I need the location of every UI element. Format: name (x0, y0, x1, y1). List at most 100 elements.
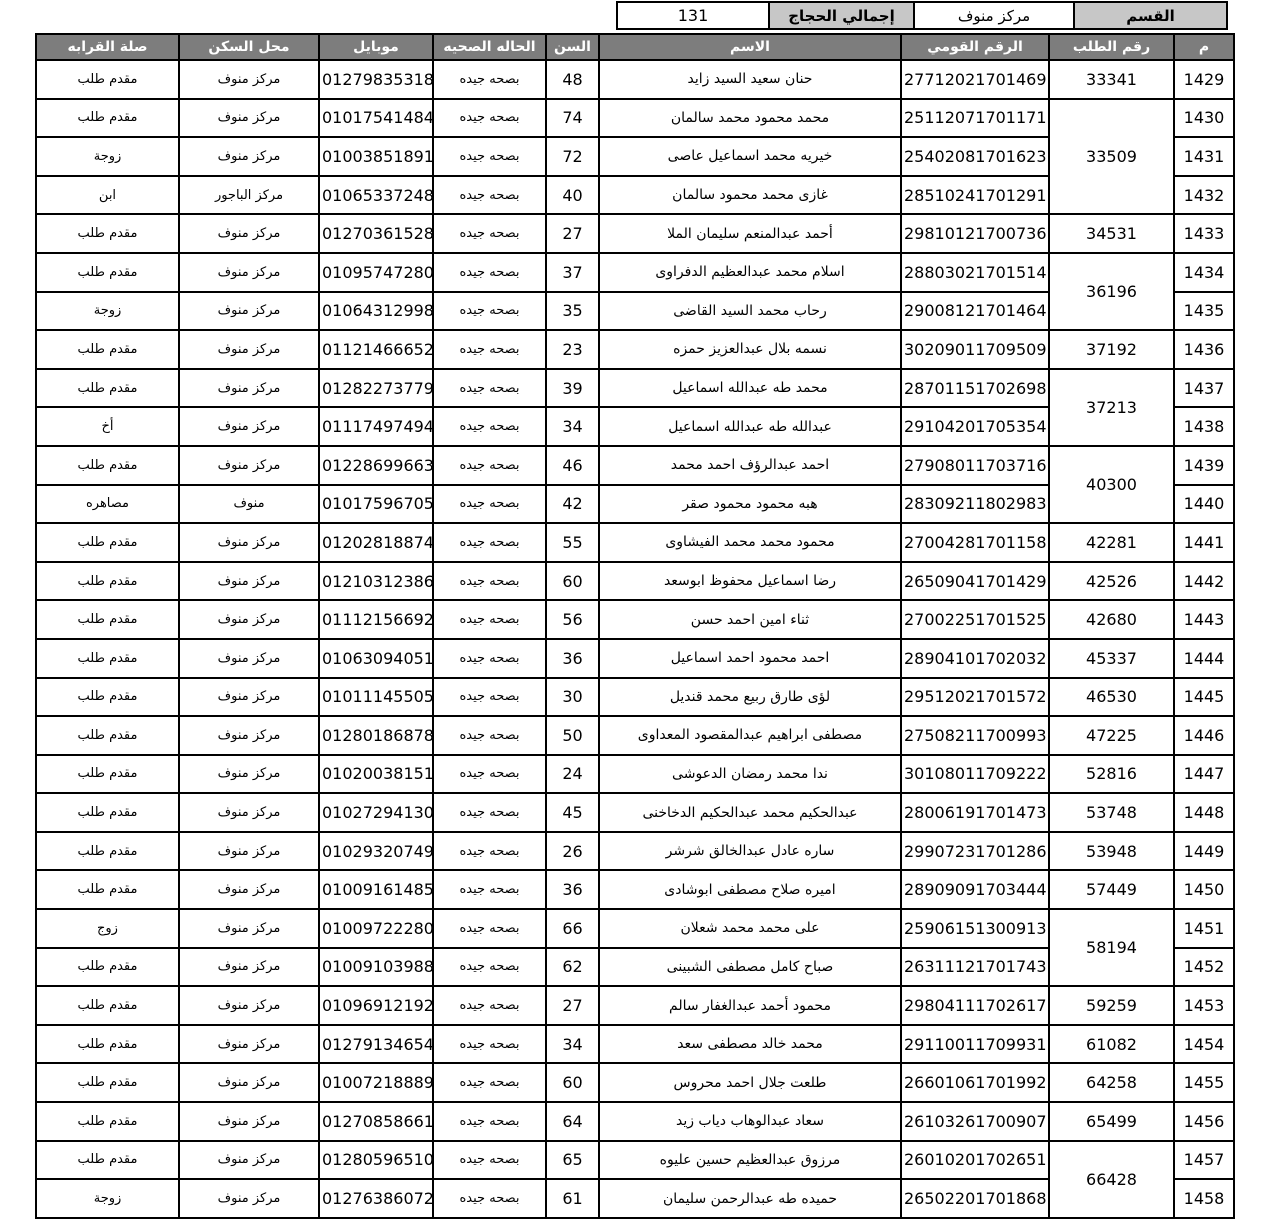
table-row: 1434 36196 28803021701514 اسلام محمد عبدالع… (35, 251, 1235, 332)
name-cell: اميره صلاح مصطفى ابوشادى (598, 869, 902, 911)
relation-cell: مقدم طلب (35, 560, 180, 602)
relation-cell: مقدم طلب (35, 715, 180, 756)
name-cell: حميده طه عبدالرحمن سليمان (598, 1178, 902, 1219)
national-id-cell: 27908011703716 (900, 444, 1050, 486)
table-row: 1444 45337 28904101702032 احمد محمود احمد ا… (35, 637, 1235, 679)
col-header-relation: صلة القرابه (35, 33, 180, 61)
table-row: 1451 58194 25906151300913 على محمد محمد شعل… (35, 908, 1235, 988)
age-cell: 37 (545, 251, 600, 293)
name-cell: صباح كامل مصطفى الشبينى (598, 946, 902, 988)
name-cell: ساره عادل عبدالخالق شرشر (598, 830, 902, 872)
request-no-cell: 61082 (1048, 1023, 1175, 1065)
table-row: 1456 65499 26103261700907 سعاد عبدالوهاب دي… (35, 1101, 1235, 1142)
request-no-cell: 37213 (1048, 367, 1175, 447)
age-cell: 34 (545, 406, 600, 447)
residence-cell: مركز منوف (178, 676, 320, 718)
relation-cell: مقدم طلب (35, 830, 180, 872)
health-cell: بصحه جيده (432, 1139, 547, 1181)
table-row: 1440 28309211802983 هبه محمود محمود صقر 42 ب… (35, 483, 1235, 525)
relation-cell: زوجة (35, 1178, 180, 1219)
mobile-cell: 01270858661 (318, 1101, 434, 1142)
request-no-cell: 47225 (1048, 715, 1175, 756)
relation-cell: مصاهره (35, 483, 180, 525)
national-id-cell: 26103261700907 (900, 1101, 1050, 1142)
health-cell: بصحه جيده (432, 174, 547, 216)
serial-cell: 1437 (1173, 367, 1235, 409)
serial-cell: 1457 (1173, 1139, 1235, 1181)
national-id-cell: 29512021701572 (900, 676, 1050, 718)
request-no-cell: 34531 (1048, 213, 1175, 254)
mobile-cell: 01003851891 (318, 136, 434, 177)
serial-cell: 1433 (1173, 213, 1235, 254)
mobile-cell: 01280186878 (318, 715, 434, 756)
relation-cell: مقدم طلب (35, 251, 180, 293)
relation-cell: مقدم طلب (35, 522, 180, 563)
table-row: 1439 40300 27908011703716 احمد عبدالرؤف احم… (35, 444, 1235, 525)
table-row: 1458 26502201701868 حميده طه عبدالرحمن سلي… (35, 1178, 1235, 1219)
mobile-cell: 01280596510 (318, 1139, 434, 1181)
health-cell: بصحه جيده (432, 406, 547, 447)
age-cell: 36 (545, 869, 600, 911)
name-cell: طلعت جلال احمد محروس (598, 1062, 902, 1104)
residence-cell: مركز منوف (178, 522, 320, 563)
mobile-cell: 01017541484 (318, 97, 434, 139)
relation-cell: زوجة (35, 136, 180, 177)
age-cell: 65 (545, 1139, 600, 1181)
serial-cell: 1429 (1173, 59, 1235, 100)
residence-cell: مركز منوف (178, 329, 320, 370)
name-cell: مصطفى ابراهيم عبدالمقصود المعداوى (598, 715, 902, 756)
residence-cell: مركز منوف (178, 560, 320, 602)
col-header-mobile: موبايل (318, 33, 434, 61)
mobile-cell: 01027294130 (318, 792, 434, 833)
request-no-cell: 33509 (1048, 97, 1175, 216)
national-id-cell: 28909091703444 (900, 869, 1050, 911)
national-id-cell: 28006191701473 (900, 792, 1050, 833)
relation-cell: زوجة (35, 290, 180, 332)
mobile-cell: 01117497494 (318, 406, 434, 447)
national-id-cell: 27004281701158 (900, 522, 1050, 563)
relation-cell: مقدم طلب (35, 213, 180, 254)
table-row: 1446 47225 27508211700993 مصطفى ابراهيم عبد… (35, 715, 1235, 756)
age-cell: 23 (545, 329, 600, 370)
mobile-cell: 01064312998 (318, 290, 434, 332)
col-header-national-id: الرقم القومي (900, 33, 1050, 61)
national-id-cell: 26311121701743 (900, 946, 1050, 988)
table-row: 1448 53748 28006191701473 عبدالحكيم محمد عب… (35, 792, 1235, 833)
age-cell: 50 (545, 715, 600, 756)
health-cell: بصحه جيده (432, 59, 547, 100)
age-cell: 62 (545, 946, 600, 988)
age-cell: 61 (545, 1178, 600, 1219)
request-no-cell: 33341 (1048, 59, 1175, 100)
residence-cell: مركز منوف (178, 444, 320, 486)
total-pilgrims-value: 131 (616, 1, 770, 30)
table-row: 1443 42680 27002251701525 ثناء امين احمد حس… (35, 599, 1235, 640)
residence-cell: مركز منوف (178, 1062, 320, 1104)
mobile-cell: 01282273779 (318, 367, 434, 409)
mobile-cell: 01202818874 (318, 522, 434, 563)
name-cell: احمد محمود احمد اسماعيل (598, 637, 902, 679)
table-row: 1433 34531 29810121700736 أحمد عبدالمنعم سل… (35, 213, 1235, 254)
table-row: 1452 26311121701743 صباح كامل مصطفى الشبين… (35, 946, 1235, 988)
relation-cell: مقدم طلب (35, 1139, 180, 1181)
age-cell: 64 (545, 1101, 600, 1142)
mobile-cell: 01009161485 (318, 869, 434, 911)
relation-cell: مقدم طلب (35, 637, 180, 679)
table-row: 1435 29008121701464 رحاب محمد السيد القاضى… (35, 290, 1235, 332)
table-row: 1432 28510241701291 غازى محمد محمود سالمان… (35, 174, 1235, 216)
mobile-cell: 01065337248 (318, 174, 434, 216)
name-cell: مرزوق عبدالعظيم حسين عليوه (598, 1139, 902, 1181)
request-no-cell: 58194 (1048, 908, 1175, 988)
national-id-cell: 26601061701992 (900, 1062, 1050, 1104)
health-cell: بصحه جيده (432, 908, 547, 949)
national-id-cell: 26010201702651 (900, 1139, 1050, 1181)
health-cell: بصحه جيده (432, 1023, 547, 1065)
age-cell: 39 (545, 367, 600, 409)
residence-cell: مركز منوف (178, 1023, 320, 1065)
national-id-cell: 28510241701291 (900, 174, 1050, 216)
residence-cell: مركز منوف (178, 869, 320, 911)
serial-cell: 1434 (1173, 251, 1235, 293)
national-id-cell: 25402081701623 (900, 136, 1050, 177)
name-cell: اسلام محمد عبدالعظيم الدفراوى (598, 251, 902, 293)
health-cell: بصحه جيده (432, 1062, 547, 1104)
national-id-cell: 28701151702698 (900, 367, 1050, 409)
